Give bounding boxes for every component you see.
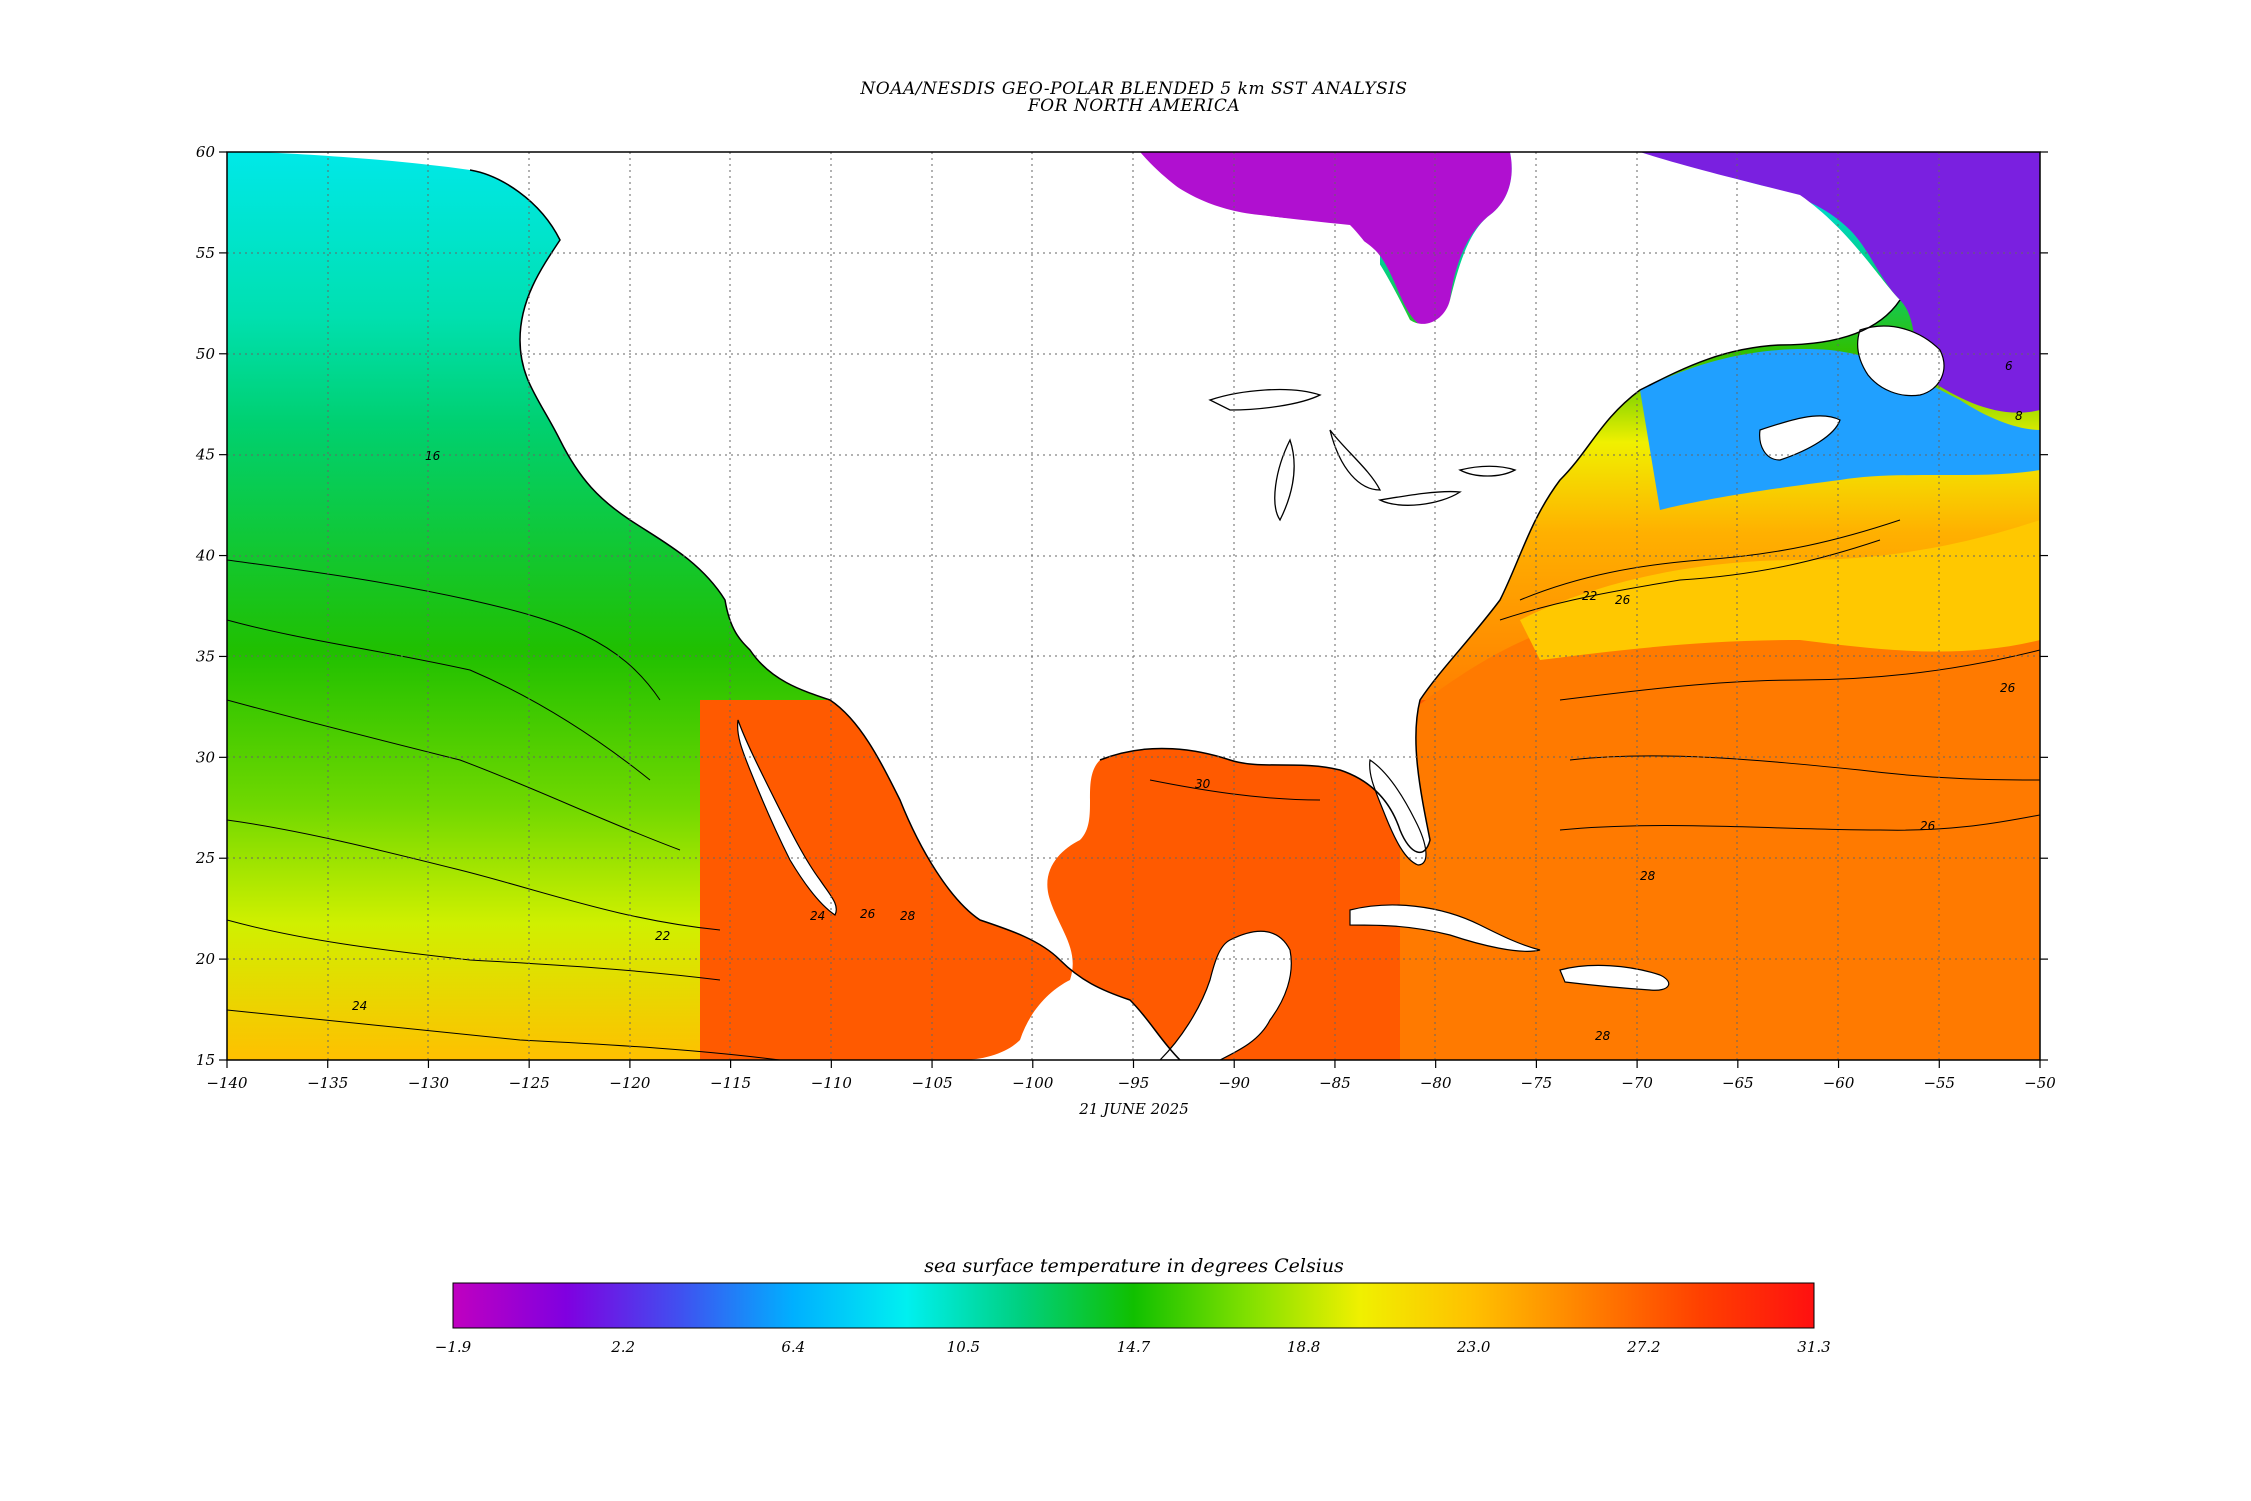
x-tick-label: −105	[911, 1074, 952, 1092]
hudson-bay	[1140, 152, 1512, 327]
graticule	[227, 152, 2040, 1060]
map-subtitle: FOR NORTH AMERICA	[1027, 96, 1240, 116]
x-tick-label: −55	[1923, 1074, 1955, 1092]
colorbar	[452, 1282, 1815, 1329]
x-tick-label: −75	[1521, 1074, 1553, 1092]
x-tick-label: −140	[206, 1074, 248, 1092]
colorbar-label: sea surface temperature in degrees Celsi…	[924, 1255, 1344, 1277]
y-tick-label: 40	[195, 547, 216, 565]
contour-label: 26	[1615, 593, 1631, 607]
nova-scotia	[1759, 415, 1841, 461]
contour-label: 28	[1640, 869, 1656, 883]
y-tick-label: 45	[195, 446, 215, 464]
gulf-st-lawrence	[1640, 349, 2040, 510]
north-america-land	[260, 152, 1900, 1060]
contour-label: 8	[2015, 409, 2023, 423]
y-tick-label: 50	[196, 345, 216, 363]
colorbar-tick-label: 23.0	[1456, 1338, 1491, 1356]
y-tick-label: 35	[196, 647, 215, 665]
x-tick-label: −130	[408, 1074, 450, 1092]
contour-label: 24	[352, 999, 367, 1013]
contour-label: 24	[810, 909, 825, 923]
colorbar-tick-label: 2.2	[610, 1338, 635, 1356]
x-tick-label: −70	[1621, 1074, 1653, 1092]
y-tick-label: 55	[196, 244, 215, 262]
colorbar-tick-label: −1.9	[435, 1338, 472, 1356]
x-tick-label: −60	[1823, 1074, 1855, 1092]
colorbar-tick-label: 18.8	[1287, 1338, 1320, 1356]
map-title: NOAA/NESDIS GEO-POLAR BLENDED 5 km SST A…	[859, 79, 1407, 99]
florida	[1369, 758, 1427, 866]
y-tick-label: 20	[195, 950, 216, 968]
y-tick-label: 15	[196, 1051, 215, 1069]
x-tick-label: −95	[1118, 1074, 1150, 1092]
contour-label: 16	[425, 449, 441, 463]
hispaniola	[1559, 964, 1670, 991]
map-area: 22 24 26 28 30 22 26 26 28 16 24 26 28 6…	[227, 152, 2040, 1060]
x-tick-label: −65	[1722, 1074, 1754, 1092]
atlantic-yellow-band	[1520, 520, 2040, 660]
x-tick-label: −85	[1319, 1074, 1351, 1092]
x-tick-label: −80	[1420, 1074, 1452, 1092]
map-date: 21 JUNE 2025	[1078, 1100, 1189, 1118]
y-tick-label: 25	[195, 849, 215, 867]
yucatan	[1159, 930, 1292, 1060]
contour-label: 26	[1920, 819, 1936, 833]
contour-label: 26	[860, 907, 876, 921]
x-tick-label: −100	[1012, 1074, 1054, 1092]
y-tick-label: 30	[196, 748, 216, 766]
y-tick-label: 60	[196, 143, 216, 161]
contour-label: 22	[1582, 589, 1597, 603]
colorbar-tick-label: 10.5	[947, 1338, 980, 1356]
coastline	[469, 169, 1901, 1060]
sst-contours	[227, 519, 2040, 1060]
contour-label: 22	[655, 929, 670, 943]
contour-labels: 22 24 26 28 30 22 26 26 28 16 24 26 28 6…	[352, 359, 2023, 1043]
cuba	[1349, 904, 1541, 952]
baja-california	[737, 719, 837, 916]
colorbar-tick-label: 14.7	[1117, 1338, 1151, 1356]
colorbar-ticks: −1.9 2.2 6.4 10.5 14.7 18.8 23.0 27.2 31.3	[435, 1338, 1831, 1356]
x-tick-label: −50	[2024, 1074, 2056, 1092]
contour-label: 26	[2000, 681, 2016, 695]
x-tick-label: −115	[710, 1074, 751, 1092]
x-tick-label: −125	[509, 1074, 550, 1092]
contour-label: 28	[900, 909, 916, 923]
colorbar-tick-label: 27.2	[1626, 1338, 1660, 1356]
great-lakes	[1208, 388, 1517, 522]
atlantic-warm-body	[1400, 600, 2040, 1060]
newfoundland	[1857, 325, 1945, 397]
contour-label: 6	[2005, 359, 2013, 373]
x-tick-label: −90	[1218, 1074, 1250, 1092]
x-tick-label: −110	[811, 1074, 853, 1092]
x-tick-label: −135	[307, 1074, 348, 1092]
labrador-sea	[1640, 152, 2040, 413]
y-axis: 60 55 50 45 40 35 30 25 20 15	[195, 143, 2048, 1069]
contour-label: 28	[1595, 1029, 1611, 1043]
colorbar-tick-label: 6.4	[781, 1338, 805, 1356]
x-tick-label: −120	[609, 1074, 651, 1092]
colorbar-tick-label: 31.3	[1797, 1338, 1830, 1356]
contour-label: 30	[1195, 777, 1211, 791]
x-axis: −140 −135 −130 −125 −120 −115 −110 −105 −100 −95 −…	[206, 1060, 2056, 1092]
